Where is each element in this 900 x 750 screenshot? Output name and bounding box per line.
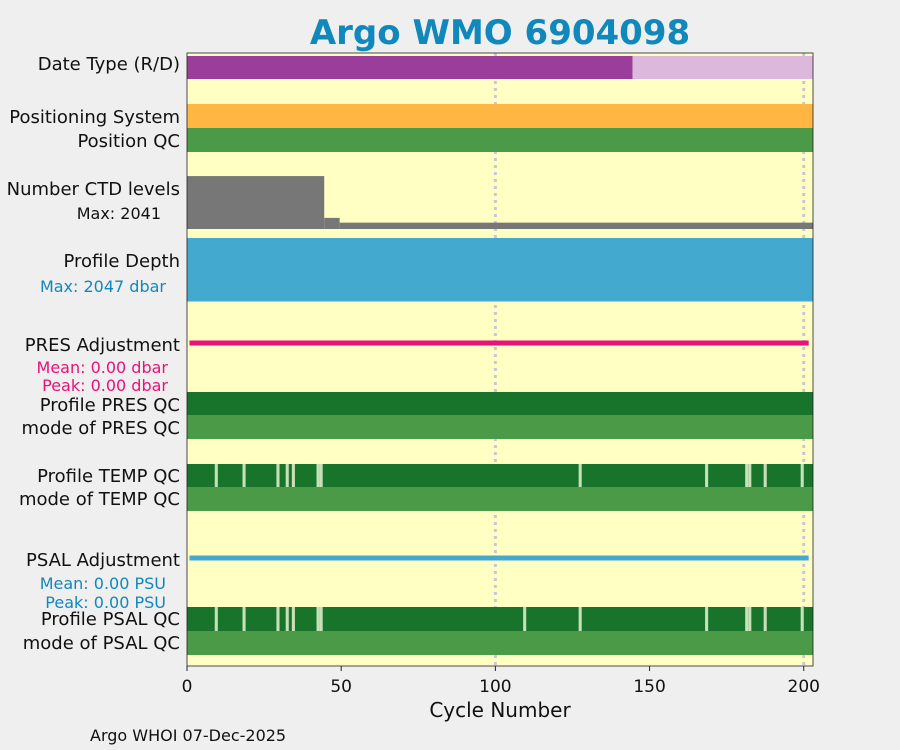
psal-qc-gap xyxy=(578,607,582,631)
label-profile-temp-qc: Profile TEMP QC xyxy=(37,466,180,487)
temp-qc-gap xyxy=(276,464,280,487)
temp-qc-gap xyxy=(291,464,295,487)
temp-qc-gap xyxy=(578,464,582,487)
label-profile-depth: Profile Depth xyxy=(63,251,180,272)
plot-frame xyxy=(186,52,814,667)
positioning-system-bar xyxy=(187,104,813,128)
label-mode-psal-qc: mode of PSAL QC xyxy=(23,633,180,654)
profile-temp-qc-bar xyxy=(187,464,813,487)
psal-peak-text: Peak: 0.00 PSU xyxy=(45,593,166,612)
psal-qc-gap xyxy=(242,607,246,631)
psal-qc-gap xyxy=(291,607,295,631)
temp-qc-gap xyxy=(214,464,218,487)
label-profile-pres-qc: Profile PRES QC xyxy=(40,395,180,416)
profile-pres-qc-bar xyxy=(187,392,813,415)
temp-qc-gap xyxy=(745,464,749,487)
ctd-max-text: Max: 2041 xyxy=(77,204,161,223)
x-tick-label: 100 xyxy=(479,677,511,697)
psal-qc-gap xyxy=(800,607,804,631)
label-position-qc: Position QC xyxy=(77,131,180,152)
psal-mean-text: Mean: 0.00 PSU xyxy=(40,574,166,593)
label-mode-pres-qc: mode of PRES QC xyxy=(22,418,180,439)
pres-peak-text: Peak: 0.00 dbar xyxy=(42,376,168,395)
ctd-levels-bar xyxy=(339,222,813,229)
temp-qc-gap xyxy=(800,464,804,487)
label-mode-temp-qc: mode of TEMP QC xyxy=(19,489,180,510)
data-marks xyxy=(187,56,813,655)
label-positioning-system: Positioning System xyxy=(9,107,180,128)
x-axis: 0 50 100 150 200 xyxy=(182,666,820,697)
mode-pres-qc-bar xyxy=(187,415,813,439)
label-ctd-levels: Number CTD levels xyxy=(7,179,180,200)
temp-qc-gap xyxy=(242,464,246,487)
x-tick-label: 50 xyxy=(330,677,352,697)
date-type-segment xyxy=(632,56,813,79)
label-pres-adjustment: PRES Adjustment xyxy=(25,335,180,356)
ctd-levels-bar xyxy=(187,176,325,229)
profile-depth-bar xyxy=(187,238,813,302)
chart-title: Argo WMO 6904098 xyxy=(310,13,690,53)
mode-temp-qc-bar xyxy=(187,487,813,511)
plot-background xyxy=(187,53,813,666)
psal-qc-gap xyxy=(763,607,767,631)
psal-qc-gap xyxy=(276,607,280,631)
psal-qc-gap xyxy=(705,607,709,631)
label-psal-adjustment: PSAL Adjustment xyxy=(26,550,180,571)
temp-qc-gap xyxy=(705,464,709,487)
temp-qc-gap xyxy=(748,464,752,487)
temp-qc-gap xyxy=(285,464,289,487)
mode-psal-qc-bar xyxy=(187,631,813,655)
x-axis-label: Cycle Number xyxy=(429,698,571,722)
date-type-segment xyxy=(187,56,633,79)
pres-mean-text: Mean: 0.00 dbar xyxy=(37,358,169,377)
psal-qc-gap xyxy=(285,607,289,631)
psal-qc-gap xyxy=(319,607,323,631)
x-tick-label: 200 xyxy=(788,677,820,697)
psal-qc-gap xyxy=(214,607,218,631)
psal-qc-gap xyxy=(316,607,320,631)
footer-text: Argo WHOI 07-Dec-2025 xyxy=(90,726,286,745)
label-profile-psal-qc: Profile PSAL QC xyxy=(41,609,180,630)
temp-qc-gap xyxy=(316,464,320,487)
ctd-levels-bar xyxy=(324,217,340,229)
label-date-type: Date Type (R/D) xyxy=(38,54,180,75)
psal-qc-gap xyxy=(748,607,752,631)
profile-psal-qc-bar xyxy=(187,607,813,631)
x-tick-label: 0 xyxy=(182,677,193,697)
temp-qc-gap xyxy=(319,464,323,487)
psal-qc-gap xyxy=(745,607,749,631)
x-tick-label: 150 xyxy=(633,677,665,697)
temp-qc-gap xyxy=(763,464,767,487)
position-qc-bar xyxy=(187,128,813,152)
depth-max-text: Max: 2047 dbar xyxy=(40,277,166,296)
psal-qc-gap xyxy=(523,607,527,631)
